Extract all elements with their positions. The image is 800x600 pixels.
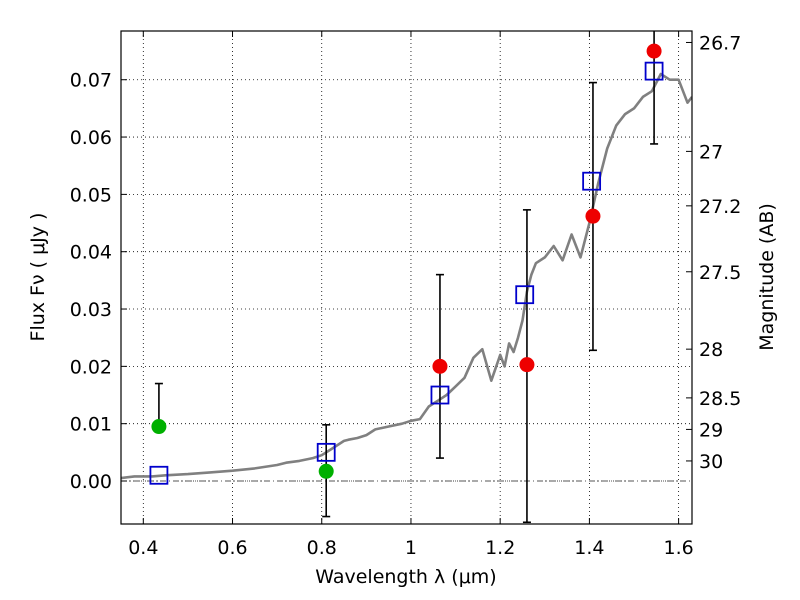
data-marks: [121, 72, 692, 480]
model-photometry-square: [149, 465, 169, 485]
right-tick-label: 30: [699, 451, 723, 473]
y-axis-label: Flux Fν ( μJy ): [27, 213, 49, 342]
data-points: [149, 43, 664, 485]
x-tick-label: 1.4: [574, 537, 604, 559]
y-tick-label: 0.02: [70, 356, 112, 378]
x-tick-labels: 0.4 0.6 0.8 1 1.2 1.4 1.6: [128, 537, 694, 559]
x-tick-label: 0.8: [307, 537, 337, 559]
plot-background: [121, 31, 692, 524]
observed-point: [318, 463, 334, 479]
model-photometry-square: [515, 285, 535, 305]
y-tick-label: 0.05: [70, 184, 112, 206]
x-tick-label: 1.6: [664, 537, 694, 559]
model-photometry-square: [316, 442, 336, 462]
y-tick-label: 0.04: [70, 242, 112, 264]
right-tick-label: 29: [699, 419, 723, 441]
right-tick-label: 28.5: [699, 388, 741, 410]
axis-ticks: [121, 31, 692, 524]
y-tick-labels: 0.00 0.01 0.02 0.03 0.04 0.05 0.06 0.07: [70, 70, 112, 493]
right-axis-label: Magnitude (AB): [756, 203, 778, 351]
right-tick-label: 26.7: [699, 32, 741, 54]
y-tick-label: 0.00: [70, 471, 112, 493]
right-tick-label: 27.2: [699, 196, 741, 218]
y-tick-label: 0.07: [70, 70, 112, 92]
x-tick-label: 0.6: [217, 537, 247, 559]
observed-point: [585, 208, 601, 224]
observed-point: [432, 358, 448, 374]
observed-point: [519, 357, 535, 373]
right-tick-label: 27.5: [699, 262, 741, 284]
model-photometry-square: [644, 61, 664, 81]
model-photometry-square: [582, 171, 602, 191]
right-tick-label: 28: [699, 339, 723, 361]
y-tick-label: 0.06: [70, 127, 112, 149]
y-tick-label: 0.01: [70, 414, 112, 436]
observed-point: [646, 43, 662, 59]
x-tick-label: 1.2: [485, 537, 515, 559]
spectrum-line: [121, 72, 692, 480]
x-tick-label: 0.4: [128, 537, 158, 559]
right-tick-label: 27: [699, 141, 723, 163]
x-axis-label: Wavelength λ (μm): [315, 566, 496, 588]
y-tick-label: 0.03: [70, 299, 112, 321]
plot-frame: [120, 30, 693, 525]
right-tick-labels: 26.7 27 27.2 27.5 28 28.5 29 30: [699, 32, 741, 472]
observed-point: [151, 419, 167, 435]
model-photometry-square: [430, 385, 450, 405]
x-tick-label: 1: [405, 537, 417, 559]
